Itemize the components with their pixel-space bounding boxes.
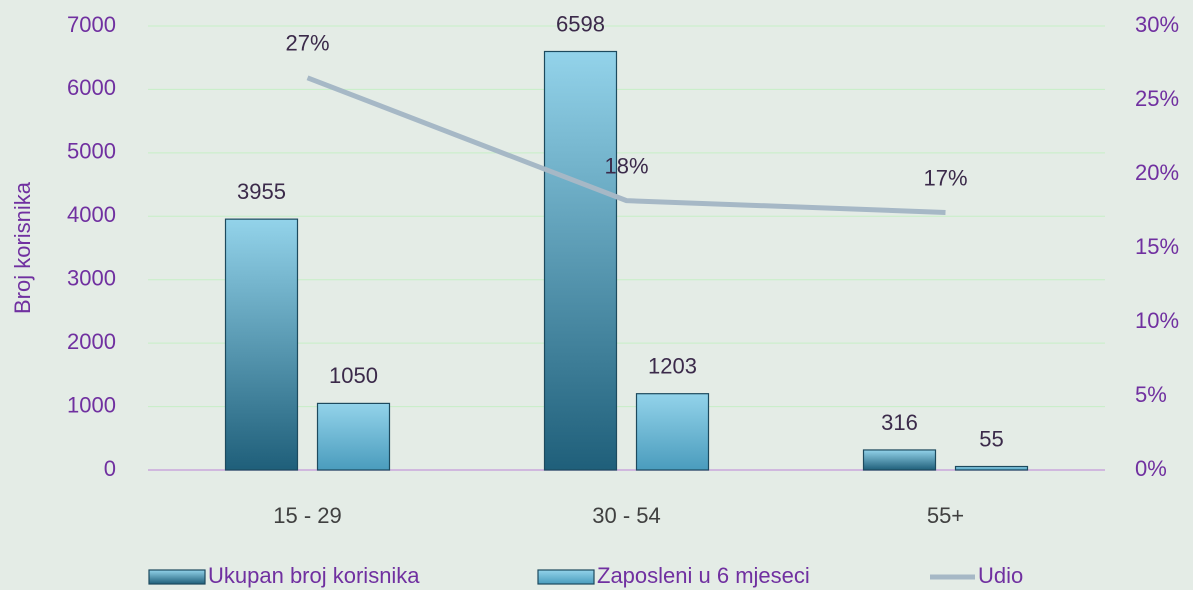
bar <box>316 402 391 471</box>
x-tick-label: 15 - 29 <box>273 503 342 528</box>
y2-tick-label: 15% <box>1135 234 1179 259</box>
bar <box>635 393 710 471</box>
bar <box>224 218 299 471</box>
legend-swatch <box>148 569 206 585</box>
bar <box>862 449 937 471</box>
data-label: 6598 <box>556 11 605 36</box>
data-label: 1203 <box>648 354 697 379</box>
legend-label: Zaposleni u 6 mjeseci <box>597 563 810 588</box>
data-label: 316 <box>881 410 918 435</box>
y-tick-label: 7000 <box>67 12 116 37</box>
y-tick-label: 1000 <box>67 392 116 417</box>
y-tick-label: 2000 <box>67 329 116 354</box>
y2-tick-label: 20% <box>1135 160 1179 185</box>
y2-tick-label: 30% <box>1135 12 1179 37</box>
x-tick-label: 30 - 54 <box>592 503 661 528</box>
bar <box>954 465 1029 471</box>
y-tick-label: 0 <box>104 456 116 481</box>
y2-tick-label: 0% <box>1135 456 1167 481</box>
y-tick-label: 5000 <box>67 139 116 164</box>
legend-swatch <box>537 569 595 585</box>
y-tick-label: 3000 <box>67 266 116 291</box>
data-label: 18% <box>604 153 648 178</box>
data-label: 27% <box>285 31 329 56</box>
y-tick-label: 6000 <box>67 75 116 100</box>
y-axis-title: Broj korisnika <box>10 181 35 314</box>
data-label: 55 <box>979 426 1003 451</box>
y2-tick-label: 25% <box>1135 86 1179 111</box>
bar <box>543 50 618 471</box>
data-label: 3955 <box>237 179 286 204</box>
legend-label: Udio <box>978 563 1023 588</box>
line <box>306 75 946 215</box>
y2-tick-label: 5% <box>1135 382 1167 407</box>
data-label: 17% <box>923 165 967 190</box>
y2-tick-label: 10% <box>1135 308 1179 333</box>
data-label: 1050 <box>329 363 378 388</box>
legend-label: Ukupan broj korisnika <box>208 563 420 588</box>
x-tick-label: 55+ <box>927 503 964 528</box>
y-tick-label: 4000 <box>67 202 116 227</box>
